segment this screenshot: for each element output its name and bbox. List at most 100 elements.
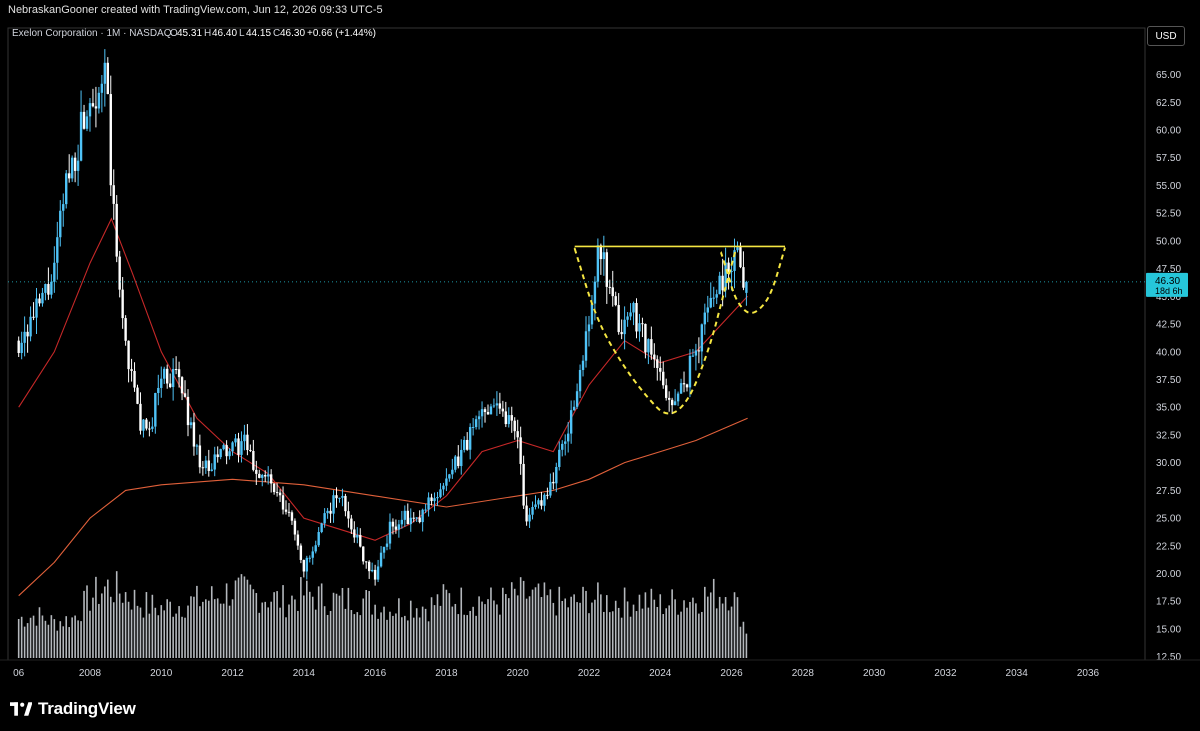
volume-bar (712, 578, 715, 658)
y-tick-label: 40.00 (1156, 347, 1181, 358)
volume-bar (739, 626, 742, 658)
candle-body (638, 323, 641, 332)
candle-body (213, 454, 216, 470)
volume-bar (282, 585, 284, 658)
volume-bar (567, 607, 569, 658)
candle-body (513, 420, 516, 432)
volume-bar (71, 617, 73, 658)
volume-bar (531, 589, 534, 658)
volume-bar (730, 606, 733, 658)
volume-bar (389, 611, 391, 658)
legend-close-value: 46.30 (280, 28, 305, 39)
y-tick-label: 57.50 (1156, 153, 1181, 164)
volume-bar (320, 583, 323, 658)
volume-bar (338, 595, 341, 658)
time-axis[interactable]: 06 2008 2010 2012 2014 2016 2018 2020 2022 2024 20… (0, 659, 1200, 679)
candle-body (715, 294, 718, 298)
tradingview-logo-icon (10, 702, 32, 716)
volume-bar (689, 601, 691, 658)
candle-body (314, 545, 317, 552)
volume-bar (74, 615, 76, 658)
volume-bars (17, 571, 748, 658)
volume-bar (401, 617, 403, 658)
volume-bar (112, 602, 115, 658)
candle-body (171, 369, 175, 388)
candle-body (641, 323, 644, 325)
candle-body (647, 339, 650, 353)
candle-body (219, 449, 222, 458)
volume-bar (552, 602, 555, 658)
candle-body (662, 371, 665, 386)
candle-body (712, 297, 715, 299)
volume-bar (632, 604, 635, 658)
tradingview-brand: TradingView (10, 698, 136, 720)
volume-bar (421, 606, 424, 658)
candle-body (656, 359, 659, 368)
x-tick-label: 2022 (578, 668, 601, 679)
volume-bar (249, 584, 252, 658)
candle-body (130, 369, 133, 371)
volume-bar (398, 598, 400, 658)
volume-bar (136, 605, 139, 658)
candle-body (350, 518, 353, 530)
volume-bar (175, 613, 177, 658)
candle-body (296, 534, 300, 546)
candle-body (635, 303, 638, 332)
volume-bar (121, 602, 124, 658)
candle-body (742, 267, 745, 288)
volume-bar (234, 580, 237, 658)
volume-bar (525, 598, 528, 658)
candle-body (329, 510, 332, 514)
candle-body (448, 474, 451, 479)
candle-body (685, 384, 689, 388)
candle-body (504, 411, 508, 425)
candle-body (79, 111, 83, 161)
candle-body (115, 203, 118, 257)
candle-body (445, 478, 448, 486)
candle-body (611, 287, 614, 297)
volume-bar (573, 594, 575, 658)
volume-bar (695, 603, 697, 658)
volume-bar (246, 579, 249, 658)
volume-bar (311, 596, 314, 658)
volume-bar (736, 597, 739, 658)
volume-bar (181, 616, 183, 658)
volume-bar (41, 615, 44, 658)
candle-body (388, 521, 392, 544)
candle-body (367, 561, 371, 572)
candle-body (709, 297, 712, 308)
price-chart[interactable]: Exelon Corporation · 1M · NASDAQ O 45.31… (0, 20, 1200, 685)
volume-bar (59, 621, 62, 658)
y-tick-label: 15.00 (1156, 624, 1181, 635)
candle-body (650, 339, 653, 355)
y-tick-label: 37.50 (1156, 375, 1181, 386)
legend-high-value: 46.40 (212, 28, 237, 39)
volume-bar (130, 609, 133, 658)
currency-button[interactable]: USD (1147, 26, 1185, 46)
x-tick-label: 06 (13, 668, 25, 679)
volume-bar (380, 612, 382, 658)
volume-bar (133, 589, 136, 658)
volume-bar (115, 571, 118, 658)
candle-body (421, 509, 424, 523)
candle-body (243, 434, 246, 442)
candle-body (590, 303, 594, 325)
volume-bar (371, 614, 373, 658)
candle-body (290, 512, 294, 521)
volume-bar (718, 596, 721, 658)
volume-bar (614, 600, 617, 658)
x-tick-label: 2008 (79, 668, 102, 679)
candle-body (231, 442, 234, 452)
volume-bar (528, 596, 531, 658)
y-tick-label: 20.00 (1156, 569, 1181, 580)
volume-bar (77, 620, 79, 658)
legend: Exelon Corporation · 1M · NASDAQ O 45.31… (12, 28, 376, 39)
candle-body (38, 298, 41, 304)
candle-body (151, 426, 154, 429)
y-tick-label: 30.00 (1156, 458, 1181, 469)
volume-bar (493, 600, 495, 658)
y-tick-label: 52.50 (1156, 209, 1181, 220)
price-axis[interactable]: 12.50 15.00 17.50 20.00 22.50 25.00 27.50 30.00… (1156, 70, 1181, 663)
candle-body (142, 419, 145, 431)
candle-body (278, 492, 282, 496)
